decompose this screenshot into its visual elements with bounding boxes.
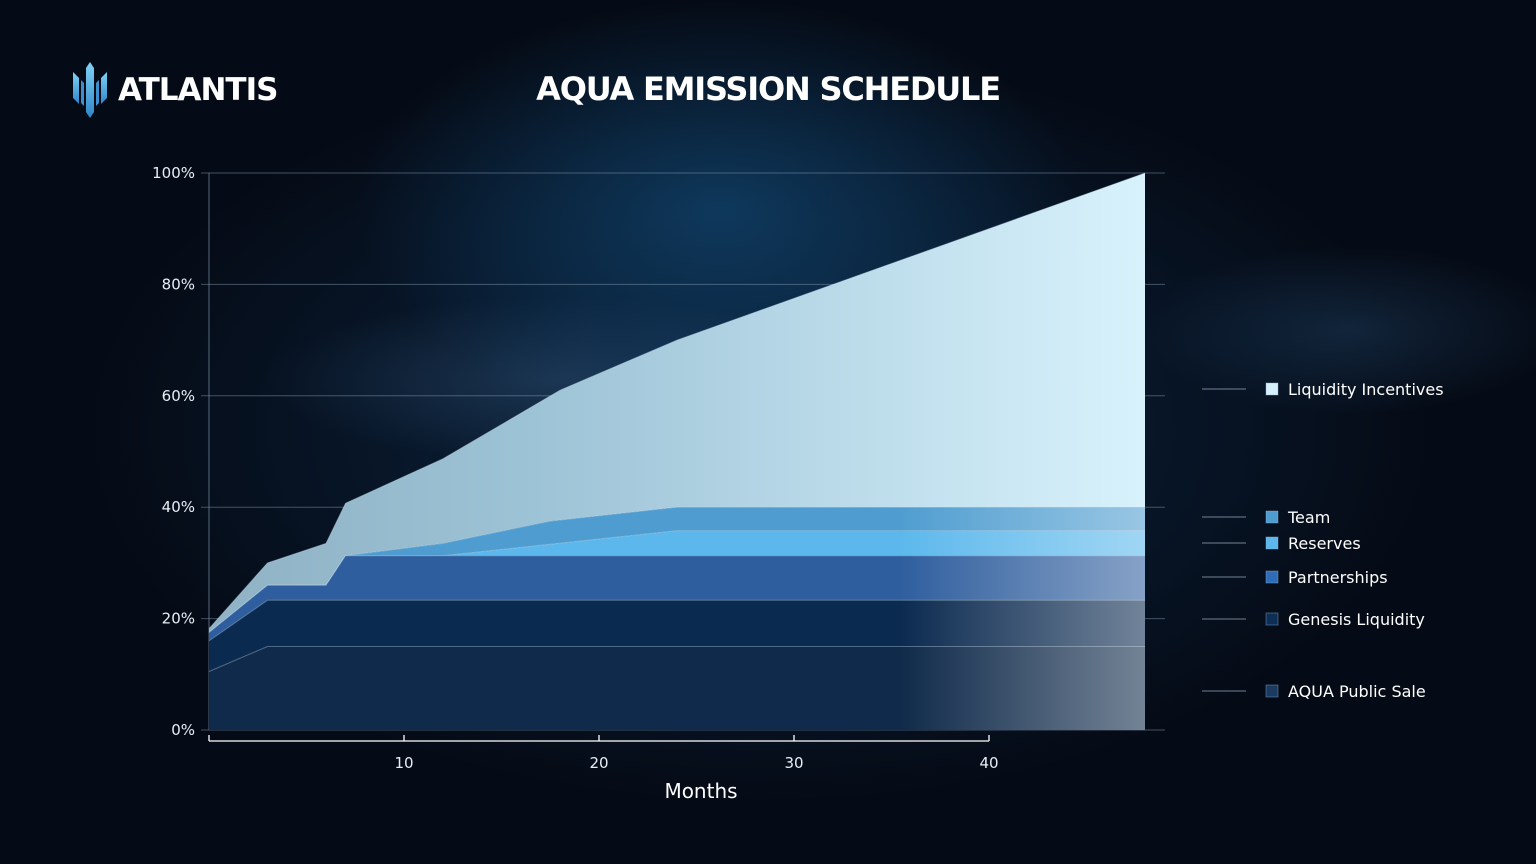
brand-name: ATLANTIS (118, 72, 278, 108)
legend-label: Genesis Liquidity (1288, 610, 1425, 629)
area-liquidity-incentives (209, 173, 1145, 633)
chart-title: AQUA EMISSION SCHEDULE (536, 70, 1001, 108)
legend-swatch (1265, 536, 1279, 550)
legend-item: Partnerships (1202, 568, 1388, 587)
y-tick-label: 0% (171, 721, 195, 739)
legend-swatch (1265, 570, 1279, 584)
x-tick-label: 20 (589, 754, 608, 772)
legend-item: AQUA Public Sale (1202, 682, 1426, 701)
legend-swatch (1265, 382, 1279, 396)
y-tick-label: 60% (162, 387, 195, 405)
legend-item: Genesis Liquidity (1202, 610, 1425, 629)
y-tick-label: 20% (162, 610, 195, 628)
x-tick-label: 30 (784, 754, 803, 772)
series-line (208, 172, 1146, 629)
atlantis-trident-icon (73, 62, 107, 118)
legend-label: Partnerships (1288, 568, 1388, 587)
legend-swatch (1265, 612, 1279, 626)
area-highlight (599, 507, 1145, 730)
x-tick-label: 10 (394, 754, 413, 772)
legend-item: Reserves (1202, 534, 1361, 553)
legend-label: Team (1287, 508, 1330, 527)
legend-label: Liquidity Incentives (1288, 380, 1444, 399)
x-axis-title: Months (664, 779, 737, 803)
legend-item: Liquidity Incentives (1202, 380, 1444, 399)
legend-swatch (1265, 510, 1279, 524)
y-tick-label: 40% (162, 498, 195, 516)
legend-swatch (1265, 684, 1279, 698)
atlantis-logo: ATLANTIS (72, 62, 278, 118)
legend-item: Team (1202, 508, 1330, 527)
y-tick-label: 100% (152, 164, 195, 182)
legend-label: Reserves (1288, 534, 1361, 553)
x-tick-label: 40 (979, 754, 998, 772)
legend-label: AQUA Public Sale (1288, 682, 1426, 701)
y-tick-label: 80% (162, 275, 195, 293)
